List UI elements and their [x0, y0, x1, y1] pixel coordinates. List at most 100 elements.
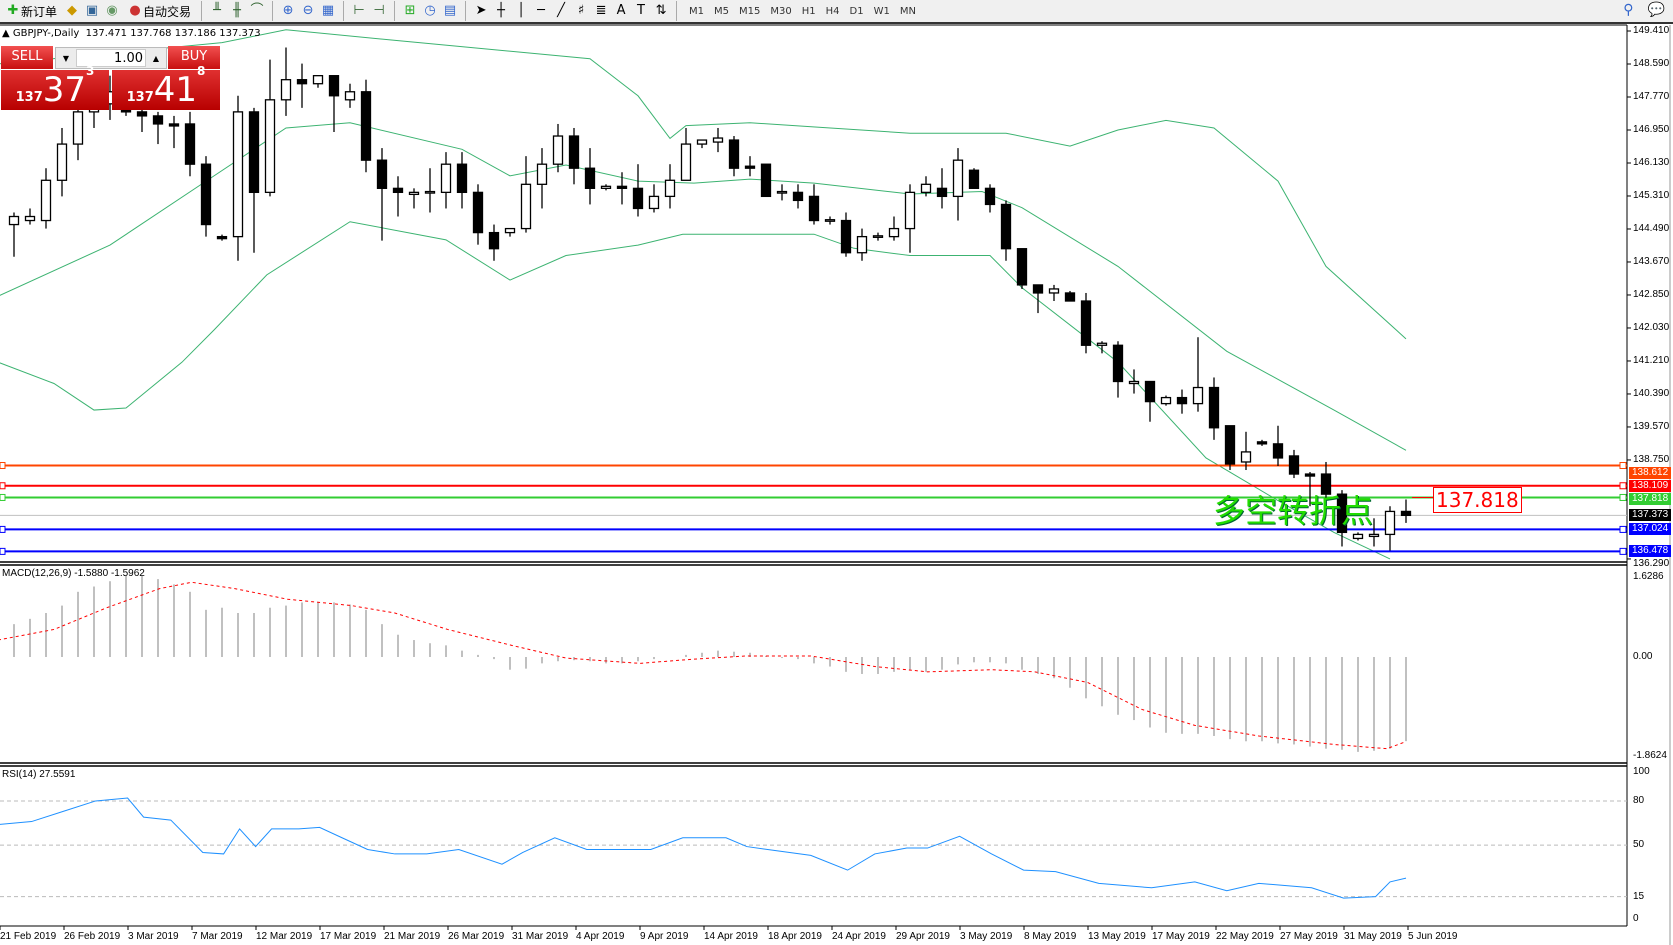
date-label: 26 Feb 2019: [64, 931, 121, 942]
bollinger-middle-band: [0, 122, 1407, 451]
price-tick-label: 139.570: [1633, 420, 1670, 432]
indicators-icon[interactable]: ⊞: [404, 3, 416, 18]
buy-price[interactable]: 137418: [112, 64, 220, 110]
sell-button[interactable]: SELL: [1, 46, 53, 69]
bull-candle: [696, 139, 708, 145]
autoscroll-icon[interactable]: ⊣: [373, 3, 385, 18]
macd-tick-label: 0.00: [1633, 651, 1653, 662]
line-anchor: [0, 462, 6, 470]
bull-candle: [920, 183, 932, 194]
search-icon[interactable]: ⚲: [1623, 2, 1634, 18]
price-tick-label: 143.670: [1633, 255, 1670, 267]
bear-candle: [360, 91, 372, 161]
bar-chart-icon[interactable]: ╨: [213, 3, 221, 18]
date-label: 5 Jun 2019: [1408, 931, 1458, 942]
lot-input[interactable]: [76, 49, 146, 67]
timeframe-m15[interactable]: M15: [739, 5, 761, 17]
tile-windows-icon[interactable]: ▦: [321, 3, 335, 18]
bull-candle: [712, 137, 724, 143]
sell-price-pips: 37: [42, 70, 87, 110]
timeframe-w1[interactable]: W1: [873, 5, 890, 17]
decrease-lot-button[interactable]: ▼: [62, 53, 70, 63]
toolbar-right: ⚲ 💬: [1623, 2, 1665, 18]
signal-icon[interactable]: ◉: [106, 3, 118, 18]
bear-candle: [472, 191, 484, 234]
bull-candle: [536, 163, 548, 185]
auto-trading-button[interactable]: ● 自动交易: [124, 0, 194, 22]
date-label: 14 Apr 2019: [704, 931, 758, 942]
bear-candle: [376, 159, 388, 189]
line-chart-icon[interactable]: ⌒: [250, 3, 264, 18]
bull-candle: [408, 191, 420, 196]
new-order-label: 新订单: [21, 4, 58, 19]
bull-candle: [872, 235, 884, 238]
line-anchor: [1619, 482, 1627, 490]
timeframe-m1[interactable]: M1: [689, 5, 705, 17]
date-label: 27 May 2019: [1280, 931, 1338, 942]
bull-candle: [680, 143, 692, 181]
timeframe-m30[interactable]: M30: [770, 5, 792, 17]
divider: [676, 1, 678, 21]
bull-candle: [1240, 451, 1252, 463]
market-watch-icon[interactable]: ▣: [85, 3, 99, 18]
buy-price-big-figure: 137: [126, 90, 154, 105]
chat-icon[interactable]: 💬: [1647, 2, 1665, 18]
text-icon[interactable]: A: [616, 3, 626, 18]
bear-candle: [1016, 248, 1028, 286]
templates-icon[interactable]: ▤: [443, 3, 457, 18]
bull-candle: [520, 183, 532, 230]
bull-candle: [1128, 380, 1140, 385]
rsi-tick-label: 50: [1633, 839, 1645, 851]
auto-trading-label: 自动交易: [143, 4, 192, 19]
bear-candle: [152, 115, 164, 125]
date-label: 3 May 2019: [960, 931, 1013, 942]
sell-price[interactable]: 137373: [1, 64, 109, 110]
timeframe-d1[interactable]: D1: [849, 5, 864, 17]
arrows-icon[interactable]: ⇅: [655, 3, 667, 18]
timeframe-m5[interactable]: M5: [714, 5, 730, 17]
cursor-icon[interactable]: ➤: [475, 3, 487, 18]
price-tick-label: 136.290: [1633, 558, 1670, 570]
bear-candle: [1208, 386, 1220, 429]
toolbar: ✚ 新订单 ◆ ▣ ◉ ● 自动交易 ╨ ╫ ⌒ ⊕ ⊖ ▦ ⊢ ⊣ ⊞ ◷ ▤ ➤…: [0, 0, 1673, 24]
date-label: 31 Mar 2019: [512, 931, 569, 942]
bull-candle: [1368, 533, 1380, 538]
buy-button[interactable]: BUY: [168, 46, 220, 69]
zoom-in-icon[interactable]: ⊕: [282, 3, 294, 18]
price-line-label: 137.818: [1629, 492, 1671, 505]
horizontal-line-icon[interactable]: ─: [537, 3, 545, 18]
auto-trading-icon: ●: [129, 3, 141, 18]
timeframe-h1[interactable]: H1: [801, 5, 816, 17]
new-order-button[interactable]: ✚ 新订单: [2, 0, 60, 22]
periods-icon[interactable]: ◷: [424, 3, 436, 18]
fibonacci-icon[interactable]: ♯: [577, 3, 585, 18]
timeframe-mn[interactable]: MN: [899, 5, 916, 17]
divider: [465, 1, 467, 21]
candlestick-icon[interactable]: ╫: [233, 3, 241, 18]
trendline-icon[interactable]: ╱: [557, 3, 565, 18]
bear-candle: [1320, 473, 1332, 495]
bear-candle: [200, 163, 212, 226]
bear-candle: [808, 195, 820, 222]
crosshair-icon[interactable]: ┼: [497, 3, 505, 18]
bear-candle: [1288, 455, 1300, 475]
fibo-fan-icon[interactable]: ≣: [595, 3, 607, 18]
chart-shift-icon[interactable]: ⊢: [353, 3, 365, 18]
folder-icon[interactable]: ◆: [67, 3, 78, 18]
line-anchor: [0, 482, 6, 490]
divider: [201, 1, 203, 21]
bear-candle: [328, 75, 340, 97]
zoom-out-icon[interactable]: ⊖: [302, 3, 314, 18]
new-order-icon: ✚: [7, 3, 19, 18]
vertical-line-icon[interactable]: │: [517, 3, 525, 18]
price-tick-label: 142.850: [1633, 288, 1670, 300]
increase-lot-button[interactable]: ▲: [152, 53, 160, 63]
date-label: 24 Apr 2019: [832, 931, 886, 942]
timeframe-bar: M1 M5 M15 M30 H1 H4 D1 W1 MN: [684, 6, 921, 17]
label-icon[interactable]: T: [637, 3, 645, 18]
line-anchor: [1619, 547, 1627, 555]
timeframe-h4[interactable]: H4: [825, 5, 840, 17]
bear-candle: [184, 123, 196, 165]
bear-candle: [1032, 284, 1044, 294]
